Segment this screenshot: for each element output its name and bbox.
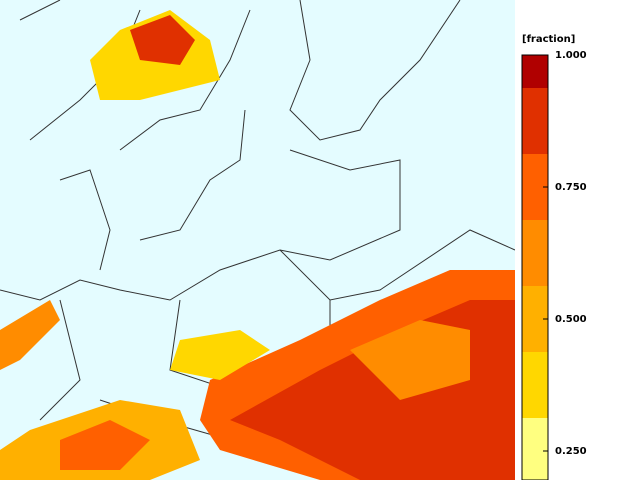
colorbar-label: [fraction] xyxy=(522,34,575,45)
tick-label: 1.000 xyxy=(555,50,587,61)
colorbar-frame xyxy=(521,54,549,480)
colorbar-level xyxy=(522,352,548,418)
tick-label: 0.250 xyxy=(555,446,587,457)
fraction-field xyxy=(0,10,515,480)
tick-label: 0.500 xyxy=(555,314,587,325)
colorbar-level xyxy=(522,220,548,286)
colorbar-level xyxy=(522,88,548,154)
colorbar-level xyxy=(522,418,548,480)
colorbar-level xyxy=(522,55,548,88)
tick-label: 0.750 xyxy=(555,182,587,193)
